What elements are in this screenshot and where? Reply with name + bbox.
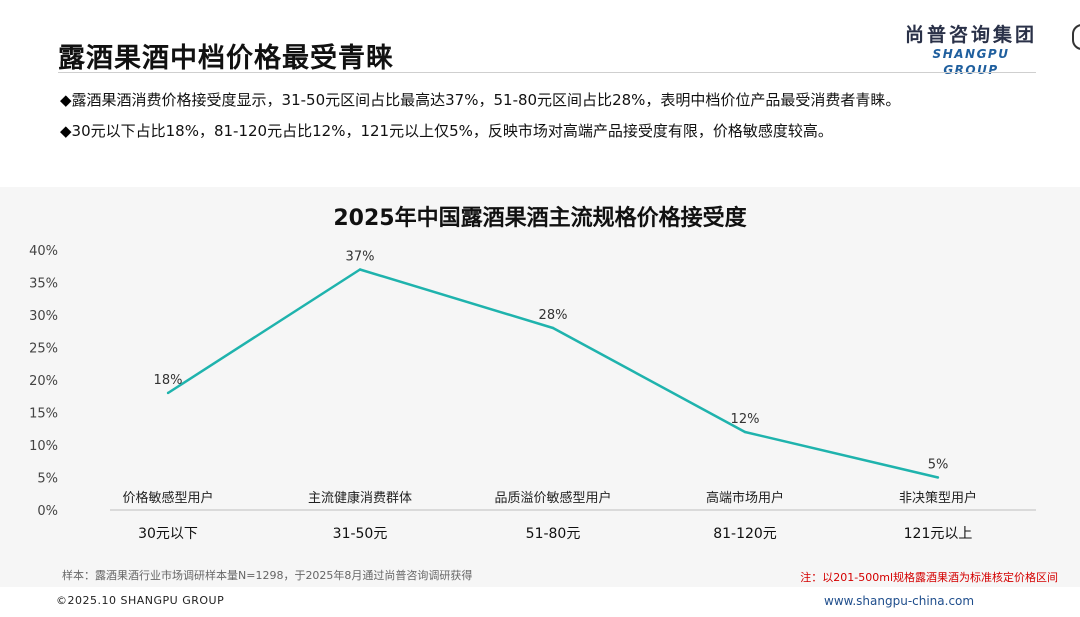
bullet-text-1: 露酒果酒消费价格接受度显示，31-50元区间占比最高达37%，51-80元区间占… xyxy=(71,91,901,109)
brand-name-cn: 尚普咨询集团 xyxy=(905,24,1038,46)
data-point xyxy=(358,268,362,271)
data-point xyxy=(551,326,555,330)
y-tick-label: 0% xyxy=(37,504,58,519)
segment-label: 非决策型用户 xyxy=(899,490,977,506)
segment-label: 品质溢价敏感型用户 xyxy=(494,490,611,506)
y-tick-label: 5% xyxy=(37,472,58,487)
y-tick-label: 25% xyxy=(29,342,58,357)
y-tick-label: 40% xyxy=(29,244,58,259)
footer-website-link[interactable]: www.shangpu-china.com xyxy=(824,594,975,608)
data-label: 37% xyxy=(346,250,375,265)
sample-note: 样本：露酒果酒行业市场调研样本量N=1298，于2025年8月通过尚普咨询调研获… xyxy=(62,568,472,582)
bullet-diamond-icon: ◆ xyxy=(60,91,72,109)
x-tick-label: 30元以下 xyxy=(138,526,198,542)
y-tick-label: 30% xyxy=(29,309,58,324)
brand-name-en: SHANGPU GROUP xyxy=(932,47,1010,77)
y-tick-label: 10% xyxy=(29,439,58,454)
bullet-text-2: 30元以下占比18%，81-120元占比12%，121元以上仅5%，反映市场对高… xyxy=(71,122,833,140)
data-point xyxy=(166,391,170,395)
chart-panel: 2025年中国露酒果酒主流规格价格接受度 0% 5% 10% 15% 20% 25% 30% 3… xyxy=(0,187,1080,587)
x-tick-label: 81-120元 xyxy=(713,526,777,542)
y-tick-label: 20% xyxy=(29,374,58,389)
y-tick-label: 15% xyxy=(29,407,58,422)
data-point xyxy=(936,476,940,479)
x-tick-label: 31-50元 xyxy=(333,526,388,542)
series-line xyxy=(167,268,939,479)
page-title: 露酒果酒中档价格最受青睐 xyxy=(58,43,394,74)
edge-widget-icon[interactable] xyxy=(1072,24,1080,50)
title-divider xyxy=(58,72,1036,73)
bullet-point-2: ◆30元以下占比18%，81-120元占比12%，121元以上仅5%，反映市场对… xyxy=(60,120,833,141)
line-chart: 2025年中国露酒果酒主流规格价格接受度 0% 5% 10% 15% 20% 25% 30% 3… xyxy=(29,205,1058,584)
chart-title: 2025年中国露酒果酒主流规格价格接受度 xyxy=(333,205,747,231)
data-label: 5% xyxy=(928,458,949,473)
data-label: 12% xyxy=(731,412,760,427)
bullet-point-1: ◆露酒果酒消费价格接受度显示，31-50元区间占比最高达37%，51-80元区间… xyxy=(60,89,900,110)
y-tick-label: 35% xyxy=(29,277,58,292)
bullet-diamond-icon: ◆ xyxy=(60,122,72,140)
data-label: 18% xyxy=(154,373,183,388)
footer-copyright: ©2025.10 SHANGPU GROUP xyxy=(56,594,225,607)
segment-label: 价格敏感型用户 xyxy=(122,490,213,506)
segment-label: 高端市场用户 xyxy=(706,490,784,506)
segment-label: 主流健康消费群体 xyxy=(308,490,412,506)
data-label: 28% xyxy=(539,308,568,323)
price-basis-note: 注：以201-500ml规格露酒果酒为标准核定价格区间 xyxy=(800,570,1058,584)
data-point xyxy=(743,430,747,434)
x-tick-label: 51-80元 xyxy=(526,526,581,542)
brand-logo: 尚普咨询集团 SHANGPU GROUP xyxy=(905,24,1037,78)
x-tick-label: 121元以上 xyxy=(904,526,973,542)
